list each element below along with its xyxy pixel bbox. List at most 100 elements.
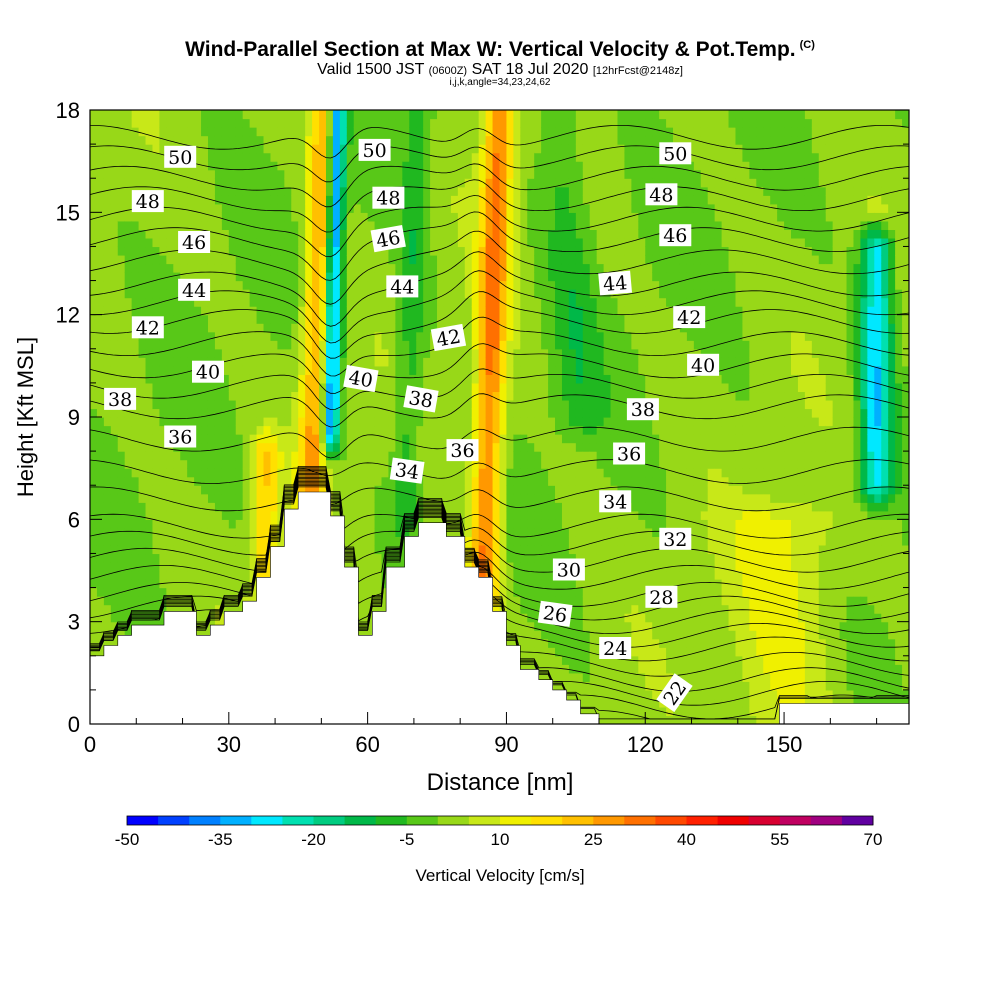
velocity-cell — [103, 203, 112, 213]
velocity-cell — [506, 561, 514, 572]
velocity-cell — [437, 451, 445, 461]
velocity-cell — [117, 425, 126, 435]
velocity-cell — [117, 135, 126, 145]
velocity-cell — [555, 579, 563, 589]
velocity-cell — [520, 527, 528, 537]
velocity-cell — [235, 408, 244, 418]
velocity-cell — [166, 178, 174, 188]
velocity-cell — [527, 306, 535, 316]
velocity-cell — [180, 374, 188, 384]
velocity-cell — [221, 280, 230, 290]
velocity-cell — [221, 561, 230, 572]
velocity-cell — [194, 195, 202, 205]
velocity-cell — [367, 451, 376, 461]
velocity-cell — [124, 118, 133, 128]
velocity-cell — [145, 246, 154, 256]
velocity-cell — [291, 451, 299, 461]
velocity-cell — [291, 434, 299, 444]
velocity-cell — [145, 263, 154, 273]
velocity-cell — [513, 331, 521, 341]
velocity-cell — [256, 323, 265, 333]
velocity-cell — [228, 186, 237, 196]
velocity-cell — [541, 127, 549, 137]
velocity-cell — [145, 596, 154, 606]
velocity-cell — [110, 220, 119, 230]
velocity-cell — [541, 186, 549, 196]
velocity-cell — [96, 365, 105, 375]
velocity-cell — [242, 161, 251, 171]
velocity-cell — [548, 323, 556, 333]
velocity-cell — [228, 561, 237, 572]
velocity-cell — [548, 510, 556, 520]
velocity-cell — [284, 323, 292, 333]
velocity-cell — [103, 536, 112, 546]
velocity-cell — [291, 169, 299, 179]
velocity-cell — [291, 110, 299, 120]
velocity-cell — [124, 485, 133, 495]
velocity-cell — [534, 297, 542, 307]
velocity-cell — [332, 425, 341, 435]
velocity-cell — [485, 425, 494, 435]
velocity-cell — [478, 399, 487, 410]
velocity-cell — [194, 510, 202, 520]
velocity-cell — [124, 587, 133, 597]
velocity-cell — [360, 254, 369, 265]
velocity-cell — [339, 195, 348, 205]
velocity-cell — [534, 579, 542, 589]
velocity-cell — [305, 425, 313, 435]
velocity-cell — [471, 468, 480, 478]
velocity-cell — [187, 135, 195, 145]
velocity-cell — [416, 451, 424, 461]
velocity-cell — [374, 544, 383, 555]
velocity-cell — [430, 169, 438, 179]
velocity-cell — [416, 135, 424, 145]
velocity-cell — [534, 425, 542, 435]
velocity-cell — [249, 161, 258, 171]
velocity-cell — [388, 220, 396, 230]
velocity-cell — [214, 118, 223, 128]
velocity-cell — [305, 357, 313, 367]
velocity-cell — [117, 382, 126, 393]
velocity-cell — [277, 144, 285, 154]
velocity-cell — [332, 382, 341, 393]
velocity-cell — [346, 297, 355, 307]
velocity-cell — [513, 127, 521, 137]
velocity-cell — [228, 237, 237, 248]
velocity-cell — [457, 289, 466, 299]
velocity-cell — [430, 195, 438, 205]
velocity-cell — [256, 331, 265, 341]
velocity-cell — [555, 203, 563, 213]
velocity-cell — [339, 169, 348, 179]
velocity-cell — [263, 442, 272, 452]
velocity-cell — [339, 502, 348, 512]
velocity-cell — [555, 186, 563, 196]
velocity-cell — [103, 229, 112, 239]
velocity-cell — [110, 246, 119, 256]
velocity-cell — [464, 246, 473, 256]
velocity-cell — [339, 135, 348, 145]
velocity-cell — [110, 178, 119, 188]
velocity-cell — [555, 331, 563, 341]
velocity-cell — [152, 451, 161, 461]
velocity-cell — [395, 323, 403, 333]
velocity-cell — [221, 502, 230, 512]
velocity-cell — [159, 348, 167, 358]
velocity-cell — [305, 203, 313, 213]
velocity-cell — [242, 434, 251, 444]
velocity-cell — [332, 212, 341, 222]
velocity-cell — [242, 237, 251, 248]
velocity-cell — [555, 459, 563, 469]
velocity-cell — [513, 254, 521, 265]
velocity-cell — [499, 536, 508, 546]
velocity-cell — [90, 280, 98, 290]
velocity-cell — [207, 527, 216, 537]
velocity-cell — [312, 323, 320, 333]
velocity-cell — [173, 110, 181, 120]
velocity-cell — [312, 451, 320, 461]
velocity-cell — [90, 314, 98, 324]
velocity-cell — [298, 331, 306, 341]
velocity-cell — [409, 331, 417, 341]
velocity-cell — [305, 485, 313, 495]
velocity-cell — [520, 237, 528, 248]
velocity-cell — [520, 365, 528, 375]
